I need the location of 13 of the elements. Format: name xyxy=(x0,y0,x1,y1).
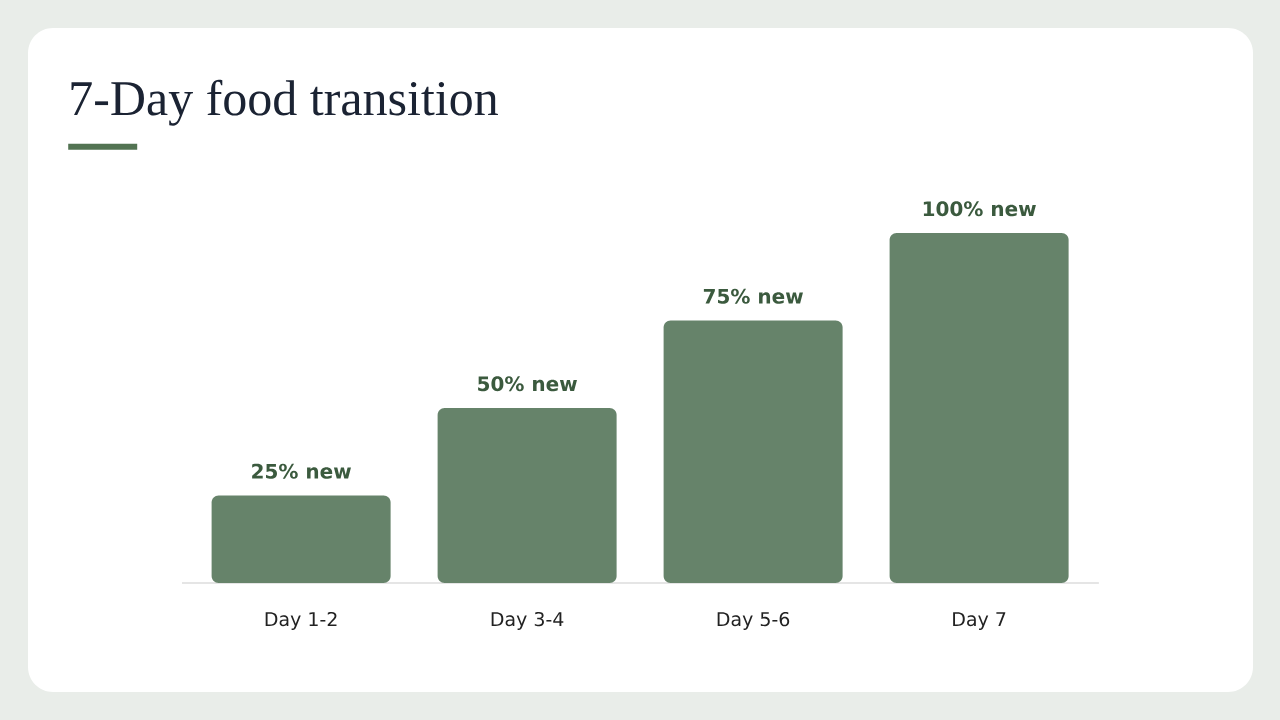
data-label: 75% new xyxy=(703,288,803,304)
bar xyxy=(663,320,843,583)
data-label: 25% new xyxy=(252,463,351,479)
bar xyxy=(211,495,391,583)
x-tick-label: Day 5-6 xyxy=(717,611,790,630)
data-label: 50% new xyxy=(478,376,577,392)
x-tick-label: Day 7 xyxy=(953,612,1006,630)
chart-title: 7-Day food transition xyxy=(71,79,498,126)
x-tick-label: Day 1-2 xyxy=(265,611,337,630)
bar xyxy=(889,232,1069,583)
data-label: 100% new xyxy=(923,201,1036,217)
x-tick-label: Day 3-4 xyxy=(491,611,564,630)
bar xyxy=(437,407,617,583)
